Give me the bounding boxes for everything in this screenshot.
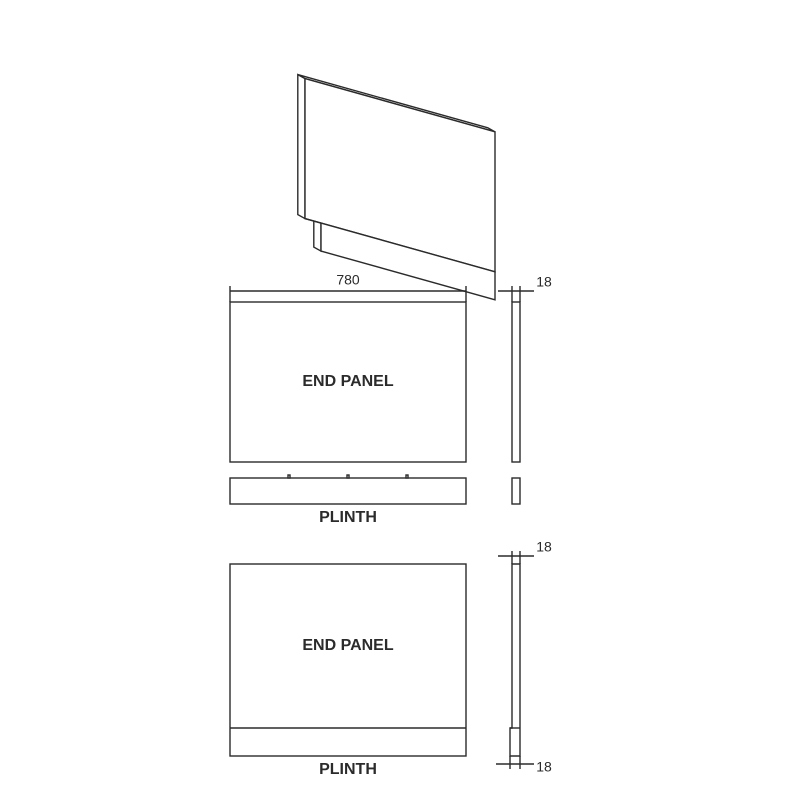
end-panel-label: END PANEL <box>302 373 393 390</box>
plinth-slot <box>347 475 349 478</box>
assembled-side <box>510 564 520 756</box>
assembled-plinth-label: PLINTH <box>319 761 377 778</box>
assembled-end-panel-label: END PANEL <box>302 637 393 654</box>
iso-plinth-left-face <box>314 219 321 251</box>
plinth-slot <box>288 475 290 478</box>
dim-18-assembled-bottom: 18 <box>536 759 552 775</box>
iso-panel-left-face <box>298 75 305 219</box>
side-plinth <box>512 478 520 504</box>
technical-drawing: END PANEL PLINTH 780 18 END PANEL PLINTH 18 18 <box>0 0 800 800</box>
side-end-panel <box>512 302 520 462</box>
plinth-slot <box>406 475 408 478</box>
front-plinth <box>230 478 466 504</box>
dim-18-top: 18 <box>536 274 552 290</box>
dim-18-assembled-top: 18 <box>536 539 552 555</box>
plinth-label: PLINTH <box>319 509 377 526</box>
assembled-front <box>230 564 466 756</box>
dim-780: 780 <box>336 272 360 288</box>
